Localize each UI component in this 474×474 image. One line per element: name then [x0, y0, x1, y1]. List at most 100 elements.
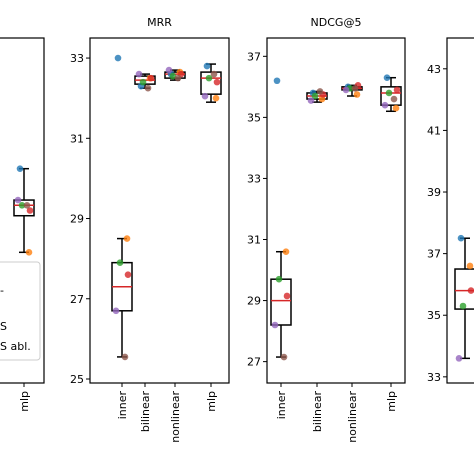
data-point [282, 248, 290, 256]
data-point [383, 74, 391, 81]
y-tick-label: 39 [427, 186, 441, 199]
panel-title: NDCG@5 [311, 16, 362, 29]
y-tick-label: 33 [427, 371, 441, 384]
y-tick-label: 43 [427, 63, 441, 76]
box-inner [270, 77, 292, 361]
box-body [270, 278, 292, 326]
y-tick-label: 29 [247, 295, 261, 308]
box-mlp [380, 74, 402, 113]
y-tick-label: 29 [70, 213, 84, 226]
data-point [467, 287, 474, 294]
y-tick-label: 37 [427, 248, 441, 261]
data-point [201, 92, 209, 100]
data-point [135, 70, 143, 78]
data-point [18, 201, 26, 209]
box-body [13, 199, 35, 217]
panel-3: NDCG@5 27 29 31 33 35 37 inner bilinear nonlinear… [247, 16, 406, 443]
data-point [169, 72, 177, 80]
y-tick-label: 27 [70, 293, 84, 306]
data-point [459, 302, 467, 310]
data-point [351, 85, 359, 92]
x-tick-label: mlp [205, 391, 218, 412]
data-point [307, 97, 315, 104]
data-point [114, 54, 122, 62]
panel-1: mlp [0, 37, 45, 412]
data-point [385, 89, 393, 97]
x-tick-label: bilinear [139, 391, 152, 433]
data-point [139, 78, 147, 86]
data-point [455, 355, 463, 362]
panel-2: MRR 25 27 29 31 33 inner bilinear nonlinear mlp [70, 16, 230, 443]
axes-frame [446, 37, 474, 384]
box-partial [454, 234, 474, 362]
y-tick-label: 25 [70, 373, 84, 386]
data-point [14, 196, 22, 204]
box-body [380, 86, 402, 106]
box-mlp [13, 165, 35, 256]
data-point [174, 74, 182, 82]
box-bilinear [134, 70, 156, 92]
x-tick-label: mlp [18, 391, 31, 412]
data-point [123, 235, 131, 242]
data-point [23, 201, 31, 209]
axes-frame [89, 37, 230, 384]
data-point [121, 353, 129, 361]
data-point [205, 74, 213, 82]
data-point [381, 101, 389, 109]
y-tick-label: 31 [247, 234, 261, 247]
data-point [124, 271, 132, 278]
panel-title: MRR [147, 16, 172, 29]
legend-frame [0, 261, 41, 361]
y-tick-label: 35 [247, 111, 261, 124]
legend: - S S abl. [0, 261, 41, 361]
y-tick-label: 31 [70, 132, 84, 145]
data-point [213, 78, 221, 86]
y-tick-label: 41 [427, 124, 441, 137]
box-nonlinear [341, 82, 363, 98]
box-body [200, 71, 222, 95]
data-point [273, 77, 281, 85]
y-tick-label: 27 [247, 356, 261, 369]
y-tick-label: 35 [427, 309, 441, 322]
data-point [390, 95, 398, 103]
data-point [283, 292, 291, 300]
x-tick-label: inner [116, 391, 129, 420]
panel-4: 33 35 37 39 41 43 [427, 37, 474, 384]
x-tick-label: inner [275, 391, 288, 420]
legend-entry: - [0, 284, 4, 297]
data-point [457, 234, 465, 242]
data-point [212, 94, 220, 102]
data-point [466, 262, 474, 270]
y-tick-label: 33 [247, 172, 261, 185]
legend-entry: S [0, 320, 7, 333]
data-point [165, 66, 173, 74]
x-tick-label: mlp [385, 391, 398, 412]
box-body [454, 268, 474, 310]
x-tick-label: nonlinear [346, 391, 359, 443]
x-tick-label: nonlinear [169, 391, 182, 443]
data-point [203, 62, 211, 70]
data-point [280, 353, 288, 361]
box-nonlinear [164, 66, 186, 82]
data-point [392, 104, 400, 112]
data-point [147, 74, 155, 82]
data-point [275, 275, 283, 283]
axes-frame [266, 37, 406, 384]
legend-entry: S abl. [0, 340, 31, 353]
y-tick-label: 33 [70, 52, 84, 65]
data-point [342, 86, 350, 94]
box-inner [111, 54, 133, 361]
data-point [26, 207, 34, 214]
data-point [393, 86, 401, 94]
x-tick-label: bilinear [311, 391, 324, 433]
data-point [353, 91, 361, 98]
data-point [144, 84, 152, 92]
data-point [210, 70, 218, 78]
data-point [112, 307, 120, 315]
box-mlp [200, 62, 222, 103]
axes-frame [0, 37, 45, 384]
data-point [25, 249, 33, 256]
y-tick-label: 37 [247, 50, 261, 63]
data-point [316, 88, 324, 95]
